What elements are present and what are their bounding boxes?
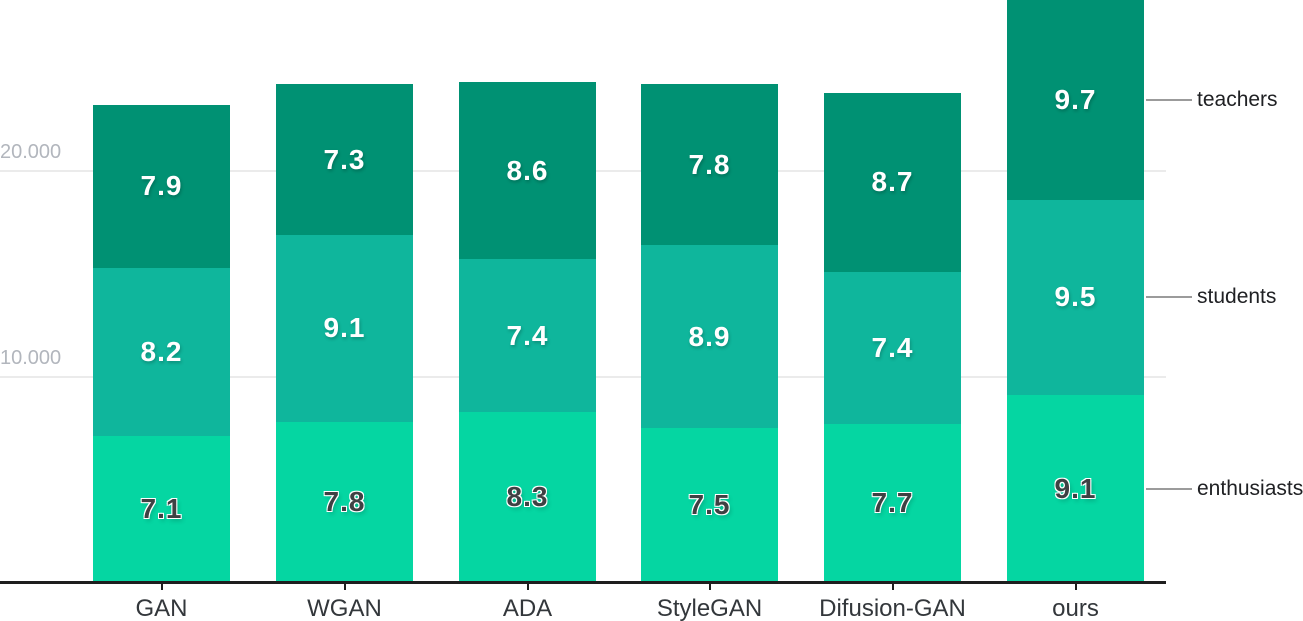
value-label-WGAN-enthusiasts: 7.8 — [323, 486, 366, 518]
value-label-StyleGAN-enthusiasts: 7.5 — [688, 489, 731, 521]
x-tick-ADA — [526, 584, 529, 590]
bar-segment-ours-teachers[interactable]: 9.7 — [1007, 0, 1144, 200]
x-axis-label-ADA: ADA — [502, 595, 553, 621]
legend-label-teachers: teachers — [1197, 87, 1278, 111]
x-tick-StyleGAN — [708, 584, 711, 590]
bar-segment-GAN-teachers[interactable]: 7.9 — [93, 105, 230, 268]
bar-segment-ours-enthusiasts[interactable]: 9.1 — [1007, 395, 1144, 583]
legend-label-enthusiasts: enthusiasts — [1197, 476, 1303, 500]
bar-segment-GAN-enthusiasts[interactable]: 7.1 — [93, 436, 230, 583]
value-label-WGAN-students: 9.1 — [323, 312, 366, 344]
value-label-WGAN-teachers: 7.3 — [323, 143, 366, 175]
x-axis-label-Difusion-GAN: Difusion-GAN — [819, 595, 966, 621]
value-label-ours-teachers: 9.7 — [1054, 83, 1097, 115]
x-tick-GAN — [160, 584, 163, 590]
bar-segment-Difusion-GAN-students[interactable]: 7.4 — [824, 271, 961, 425]
value-label-Difusion-GAN-teachers: 8.7 — [871, 166, 914, 198]
bar-segment-WGAN-enthusiasts[interactable]: 7.8 — [276, 421, 413, 583]
legend-label-students: students — [1197, 285, 1277, 309]
value-label-GAN-enthusiasts: 7.1 — [140, 493, 183, 525]
y-axis-tick-label-10.000: 10.000 — [0, 346, 62, 369]
value-label-StyleGAN-students: 8.9 — [688, 320, 731, 352]
value-label-GAN-students: 8.2 — [140, 336, 183, 367]
bar-segment-ADA-enthusiasts[interactable]: 8.3 — [459, 411, 596, 583]
bar-segment-StyleGAN-enthusiasts[interactable]: 7.5 — [641, 428, 778, 583]
x-tick-Difusion-GAN — [891, 584, 894, 590]
x-axis-label-WGAN: WGAN — [307, 595, 382, 621]
y-axis-tick-label-20.000: 20.000 — [0, 140, 62, 163]
value-label-Difusion-GAN-enthusiasts: 7.7 — [871, 487, 914, 519]
value-label-StyleGAN-teachers: 7.8 — [688, 148, 731, 180]
x-axis-line — [0, 581, 1166, 584]
x-tick-WGAN — [343, 584, 346, 590]
value-label-Difusion-GAN-students: 7.4 — [871, 331, 914, 363]
x-axis-label-GAN: GAN — [135, 595, 188, 621]
bar-segment-StyleGAN-teachers[interactable]: 7.8 — [641, 84, 778, 245]
value-label-ours-students: 9.5 — [1054, 281, 1097, 313]
bar-segment-Difusion-GAN-teachers[interactable]: 8.7 — [824, 92, 961, 272]
value-label-ours-enthusiasts: 9.1 — [1054, 472, 1097, 504]
bar-segment-ADA-teachers[interactable]: 8.6 — [459, 82, 596, 260]
bar-segment-StyleGAN-students[interactable]: 8.9 — [641, 244, 778, 429]
bar-segment-Difusion-GAN-enthusiasts[interactable]: 7.7 — [824, 424, 961, 583]
value-label-ADA-enthusiasts: 8.3 — [506, 481, 549, 513]
bar-segment-ours-students[interactable]: 9.5 — [1007, 199, 1144, 396]
bar-segment-WGAN-teachers[interactable]: 7.3 — [276, 84, 413, 235]
x-axis-label-StyleGAN: StyleGAN — [656, 595, 763, 621]
bar-segment-GAN-students[interactable]: 8.2 — [93, 267, 230, 437]
value-label-GAN-teachers: 7.9 — [140, 170, 183, 202]
bar-segment-ADA-students[interactable]: 7.4 — [459, 259, 596, 412]
legend-line-students — [1146, 296, 1192, 299]
value-label-ADA-teachers: 8.6 — [506, 154, 549, 186]
x-tick-ours — [1074, 584, 1077, 590]
legend-line-teachers — [1146, 98, 1192, 101]
bar-segment-WGAN-students[interactable]: 9.1 — [276, 234, 413, 422]
legend-line-enthusiasts — [1146, 487, 1192, 490]
x-axis-label-ours: ours — [1052, 595, 1099, 621]
value-label-ADA-students: 7.4 — [506, 319, 549, 351]
